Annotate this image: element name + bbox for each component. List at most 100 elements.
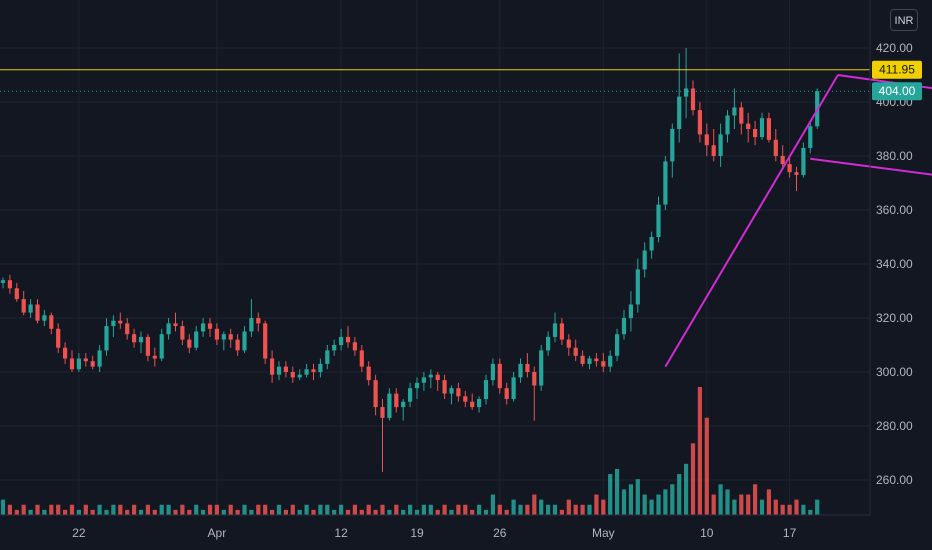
volume-bar [663, 489, 668, 515]
volume-bar [249, 509, 254, 515]
volume-bar [463, 504, 468, 515]
volume-bar [601, 499, 606, 515]
candle-body [656, 204, 661, 237]
candle-body [414, 382, 420, 389]
y-tick-label: 360.00 [876, 203, 913, 217]
candle [111, 315, 116, 337]
candle-body [152, 355, 157, 359]
x-tick-label: 10 [700, 526, 714, 540]
candle [511, 372, 516, 402]
volume-bar [201, 509, 206, 515]
volume-bar [76, 509, 81, 515]
volume-bar [0, 499, 6, 515]
candle [753, 120, 758, 146]
candle-body [808, 126, 813, 148]
candle [504, 382, 509, 405]
candle [387, 388, 392, 421]
currency-button[interactable]: INR [890, 9, 918, 31]
candle-body [325, 350, 330, 364]
candle [808, 120, 813, 154]
candle-body [0, 280, 6, 283]
price-badge [872, 82, 922, 101]
candle-body [214, 328, 219, 340]
volume-bar [173, 509, 178, 515]
candle [477, 396, 482, 413]
candle-body [7, 280, 12, 289]
volume-bar [656, 494, 661, 515]
y-tick-label: 260.00 [876, 473, 913, 487]
volume-bar [359, 509, 364, 515]
volume-bar [235, 509, 240, 515]
candle-body [539, 350, 544, 386]
candle-body [359, 350, 364, 367]
candle [663, 156, 668, 210]
candle [180, 320, 185, 345]
volume-bar [766, 489, 771, 515]
candle-body [711, 145, 716, 156]
candle [380, 399, 385, 472]
candle-body [145, 336, 150, 356]
candle-body [746, 123, 751, 129]
volume-bar [283, 509, 288, 515]
volume-bar [118, 504, 123, 515]
volume-bar [83, 504, 88, 515]
candle [366, 361, 371, 386]
candle-body [270, 358, 275, 375]
volume-bar [180, 504, 185, 515]
x-tick-label: 12 [334, 526, 348, 540]
candle [318, 358, 323, 378]
candle-body [207, 323, 213, 329]
candle-body [552, 323, 558, 337]
volume-bar [297, 509, 302, 515]
candle-body [166, 323, 171, 335]
candle-body [421, 377, 426, 383]
candle-body [42, 315, 47, 321]
volume-bar [497, 504, 502, 515]
candle [525, 353, 530, 378]
candle-body [228, 334, 233, 340]
trendline [664, 74, 839, 368]
candle [270, 350, 275, 383]
price-level-lines [0, 69, 870, 92]
candle-body [297, 374, 302, 378]
candle [628, 291, 633, 332]
candle [711, 129, 716, 162]
candle-body [311, 369, 316, 372]
volume-bar [552, 504, 558, 515]
candle-body [132, 334, 137, 343]
volume-bar [566, 499, 571, 515]
candle [394, 388, 399, 413]
volume-bar [311, 509, 316, 515]
price-badge-label: 404.00 [879, 84, 916, 98]
volume-bar [525, 504, 530, 515]
volume-bar [759, 499, 765, 515]
candle-body [283, 366, 288, 372]
x-tick-label: Apr [208, 526, 227, 540]
candle-body [56, 328, 61, 348]
candle [90, 355, 95, 370]
candle-body [739, 107, 744, 124]
candle-body [104, 326, 109, 351]
volume-bar [677, 474, 682, 515]
candle [559, 318, 564, 345]
time-axis: 22 Apr 12 19 26 May 10 17 [72, 526, 796, 540]
price-axis: 260.00 280.00 300.00 320.00 340.00 360.00 380.… [876, 41, 913, 487]
candle [97, 345, 102, 372]
candle [421, 372, 426, 391]
candle [132, 328, 137, 348]
candle [14, 282, 19, 302]
candle-body [608, 355, 613, 367]
candle [263, 320, 268, 364]
candle-body [677, 96, 682, 129]
volume-bar [477, 504, 482, 515]
candle-body [615, 334, 620, 356]
x-tick-label: 26 [493, 526, 507, 540]
volume-bar [145, 504, 150, 515]
candle-body [477, 399, 482, 408]
candle-body [221, 334, 226, 340]
candle [83, 353, 88, 367]
volume-bar [394, 504, 399, 515]
candle-body [559, 323, 564, 340]
volume-bar [125, 509, 130, 515]
candle [470, 393, 475, 410]
